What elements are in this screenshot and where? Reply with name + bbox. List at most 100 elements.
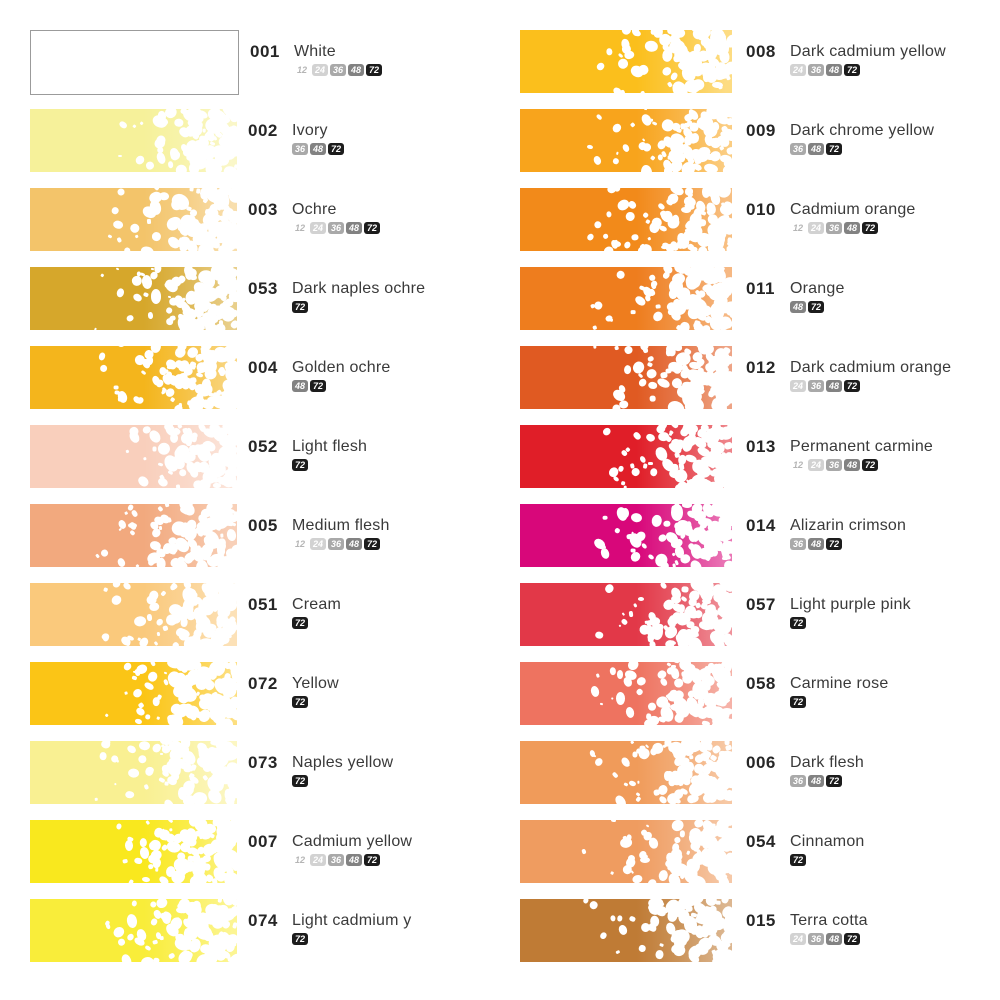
pastel-texture-speckle (709, 548, 720, 558)
pastel-texture-speckle (679, 899, 699, 910)
pastel-texture-speckle (661, 597, 677, 612)
pastel-texture-speckle (227, 289, 237, 304)
pastel-texture-speckle (614, 346, 619, 350)
pastel-texture-speckle (190, 217, 200, 229)
set-badges: 48 72 (790, 301, 824, 313)
set-size-badge: 24 (310, 222, 326, 234)
pastel-texture-speckle (211, 604, 219, 614)
pastel-texture-speckle (680, 163, 690, 172)
pastel-texture-speckle (152, 849, 161, 860)
pastel-texture-speckle (162, 678, 169, 686)
pastel-texture-speckle (225, 705, 232, 714)
color-info: 003 Ochre 12 24 36 48 72 (248, 188, 380, 234)
pastel-texture-speckle (683, 347, 693, 356)
pastel-texture-speckle (720, 202, 725, 208)
pastel-texture-speckle (669, 536, 683, 550)
pastel-texture-speckle (200, 760, 215, 774)
pastel-texture-speckle (228, 904, 237, 918)
pastel-texture-speckle (225, 788, 232, 795)
pastel-texture-speckle (188, 157, 196, 164)
pastel-texture-speckle (224, 777, 237, 793)
pastel-texture-speckle (688, 223, 705, 240)
set-size-badge: 36 (808, 64, 824, 76)
pastel-texture-speckle (699, 677, 713, 693)
pastel-texture-speckle (702, 73, 711, 82)
pastel-texture-speckle (189, 361, 197, 369)
pastel-texture-speckle (720, 903, 732, 920)
pastel-texture-speckle (651, 221, 659, 231)
name-wrap: Yellow 72 (292, 674, 339, 708)
pastel-texture-speckle (164, 504, 170, 508)
pastel-texture-speckle (685, 864, 700, 881)
pastel-texture-speckle (181, 449, 193, 459)
pastel-texture-speckle (690, 850, 709, 869)
set-size-badge: 48 (346, 854, 362, 866)
pastel-texture-speckle (706, 270, 718, 281)
pastel-texture-speckle (183, 267, 194, 277)
pastel-texture-speckle (202, 320, 220, 330)
pastel-texture-speckle (215, 840, 221, 847)
pastel-texture-speckle (617, 383, 627, 394)
pastel-texture-speckle (712, 42, 730, 57)
pastel-texture-speckle (229, 390, 237, 401)
pastel-texture-speckle (205, 586, 213, 594)
pastel-texture-speckle (669, 702, 683, 712)
pastel-texture-speckle (661, 158, 674, 172)
pastel-texture-speckle (668, 130, 687, 147)
pastel-texture-speckle (181, 917, 194, 931)
pastel-texture-speckle (134, 662, 148, 676)
pastel-texture-speckle (722, 714, 731, 722)
pastel-texture-speckle (697, 504, 704, 511)
pastel-texture-speckle (689, 543, 704, 561)
color-info: 058 Carmine rose 72 (746, 662, 888, 708)
pastel-texture-speckle (182, 939, 193, 950)
color-number: 058 (746, 674, 776, 693)
pastel-texture-speckle (221, 302, 233, 314)
pastel-texture-speckle (719, 463, 732, 475)
pastel-texture-speckle (719, 752, 732, 774)
color-row: 008 Dark cadmium yellow 24 36 48 72 (520, 30, 951, 93)
pastel-texture-speckle (195, 372, 204, 379)
pastel-texture-speckle (588, 899, 600, 911)
pastel-texture-speckle (230, 346, 237, 348)
pastel-texture-speckle (690, 525, 708, 541)
set-size-badge: 24 (808, 222, 824, 234)
pastel-texture-speckle (698, 304, 713, 318)
pastel-texture-speckle (689, 273, 703, 287)
pastel-texture-speckle (207, 290, 218, 301)
pastel-texture-speckle (224, 425, 237, 430)
color-number: 013 (746, 437, 776, 456)
pastel-texture-speckle (725, 475, 732, 482)
pastel-texture-speckle (170, 681, 190, 700)
pastel-texture-speckle (691, 133, 700, 144)
pastel-texture-speckle (639, 243, 646, 250)
pastel-texture-speckle (702, 149, 711, 157)
pastel-texture-speckle (171, 199, 183, 211)
pastel-texture-speckle (685, 367, 703, 383)
pastel-texture-speckle (697, 583, 716, 604)
pastel-texture-speckle (723, 441, 732, 450)
pastel-texture-speckle (674, 285, 692, 304)
pastel-texture-speckle (675, 939, 683, 947)
pastel-texture-speckle (646, 620, 653, 628)
pastel-texture-speckle (681, 50, 698, 68)
pastel-texture-speckle (644, 109, 648, 111)
pastel-texture-speckle (184, 826, 200, 843)
pastel-texture-speckle (699, 847, 712, 862)
pastel-texture-speckle (650, 155, 657, 161)
pastel-texture-speckle (698, 741, 714, 750)
pastel-texture-speckle (703, 134, 715, 148)
pastel-texture-speckle (644, 39, 659, 53)
pastel-texture-speckle (230, 556, 237, 563)
color-row: 052 Light flesh 72 (30, 425, 425, 488)
pastel-texture-speckle (665, 665, 676, 676)
pastel-texture-speckle (135, 927, 148, 942)
color-row: 007 Cadmium yellow 12 24 36 48 72 (30, 820, 425, 883)
set-size-badge: 72 (292, 696, 308, 708)
pastel-texture-speckle (161, 911, 172, 925)
pastel-texture-speckle (186, 537, 200, 551)
pastel-texture-speckle (687, 192, 694, 199)
pastel-texture-speckle (718, 583, 732, 593)
pastel-texture-speckle (691, 369, 711, 387)
pastel-texture-speckle (168, 613, 181, 625)
